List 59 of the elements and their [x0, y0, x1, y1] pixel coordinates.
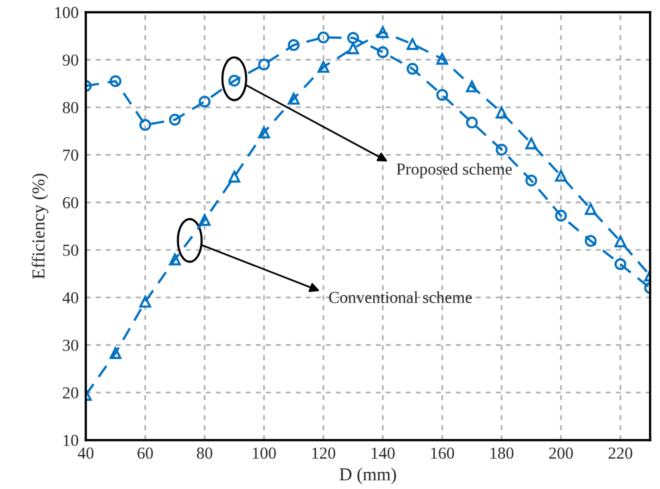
point: [496, 106, 508, 118]
point: [198, 96, 211, 108]
point: [110, 347, 122, 360]
point: [347, 42, 360, 54]
x-tick-label: 120: [312, 448, 336, 459]
point: [466, 116, 478, 128]
x-tick-label: 200: [549, 448, 573, 459]
y-tick-label: 40: [62, 292, 78, 304]
y-tick-label: 20: [62, 387, 78, 399]
point: [584, 234, 597, 247]
y-tick-label: 90: [62, 54, 78, 66]
point: [139, 118, 152, 131]
point: [110, 75, 122, 88]
x-tick-label: 60: [138, 448, 153, 459]
point: [228, 170, 240, 183]
annotation: Conventional scheme: [329, 291, 472, 304]
point: [376, 46, 389, 58]
point: [555, 210, 567, 222]
point: [317, 32, 330, 44]
x-axis-title: D (mm): [340, 468, 396, 484]
y-tick-label: 10: [64, 434, 78, 446]
y-axis-title: Efficiency (%): [32, 174, 48, 279]
point: [525, 138, 538, 150]
y-tick-label: 100: [55, 6, 78, 18]
point: [258, 58, 270, 70]
point: [168, 114, 181, 126]
y-tick-label: 30: [62, 340, 78, 351]
x-tick-label: 180: [490, 448, 514, 459]
point: [168, 254, 181, 266]
x-tick-label: 140: [372, 448, 395, 459]
point: [347, 32, 360, 44]
point: [525, 174, 538, 186]
point: [288, 92, 300, 105]
point: [139, 296, 152, 308]
point: [614, 258, 626, 270]
x-tick-label: 100: [252, 448, 276, 459]
point: [376, 26, 389, 38]
point: [406, 38, 418, 50]
point: [258, 126, 270, 138]
point: [436, 52, 448, 65]
point: [406, 62, 418, 75]
y-tick-label: 70: [63, 150, 78, 161]
x-tick-label: 220: [608, 448, 632, 459]
point: [614, 235, 626, 248]
x-tick-label: 40: [78, 448, 94, 459]
y-tick-label: 80: [62, 102, 78, 114]
annotation: Proposed scheme: [396, 162, 512, 178]
point: [555, 170, 567, 182]
y-tick-label: 50: [63, 244, 78, 256]
point: [288, 39, 300, 51]
x-tick-label: 160: [431, 448, 454, 459]
x-tick-label: 80: [196, 448, 212, 459]
point: [198, 214, 211, 226]
point: [436, 89, 448, 101]
y-tick-label: 60: [62, 197, 78, 208]
point: [317, 60, 330, 73]
point: [496, 144, 508, 156]
point: [466, 80, 478, 92]
point: [584, 203, 597, 215]
